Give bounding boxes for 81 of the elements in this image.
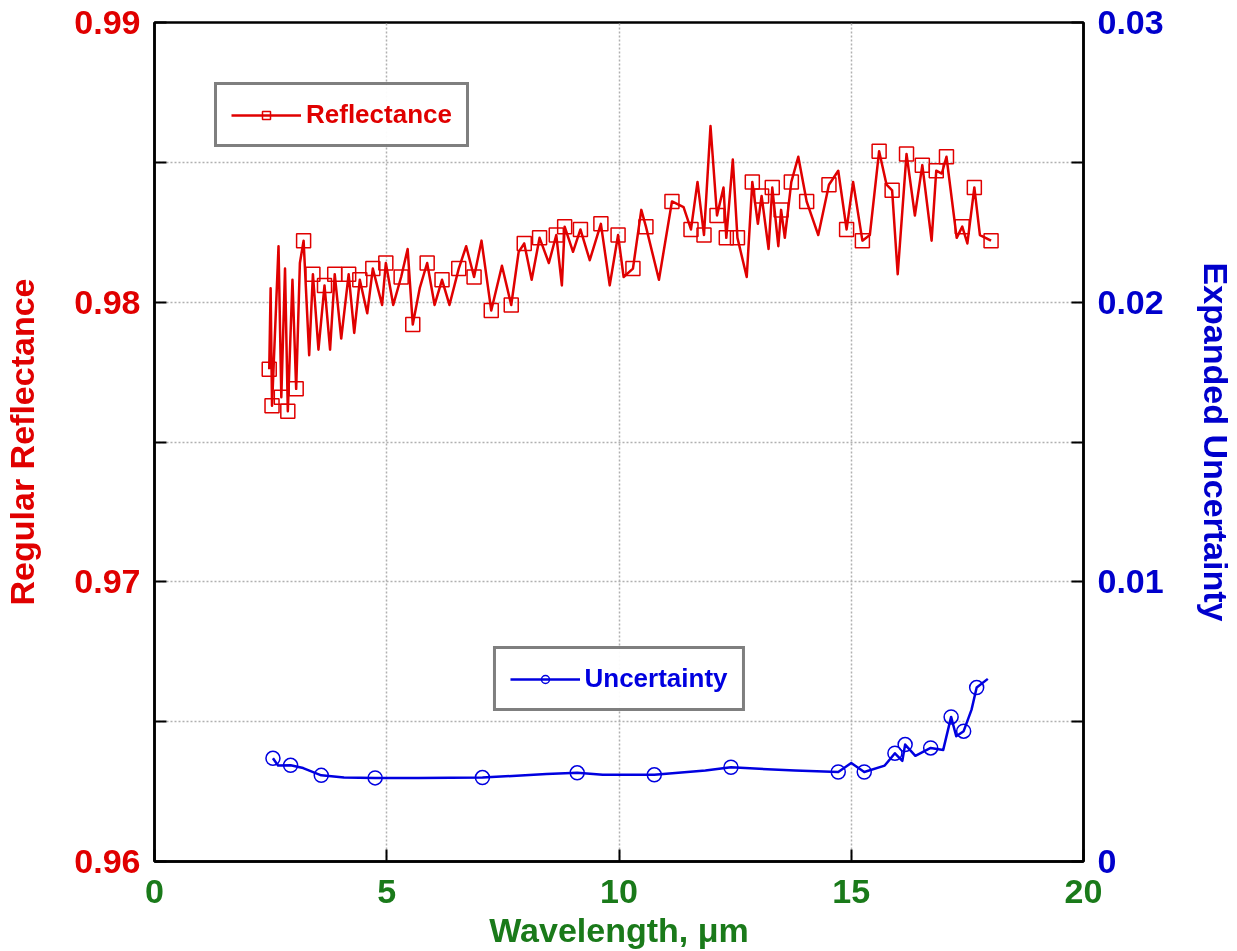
y-tick-label: 0.96 bbox=[74, 842, 141, 880]
point bbox=[316, 277, 333, 294]
x-tick-label: 0 bbox=[145, 871, 164, 910]
point bbox=[569, 765, 585, 781]
point bbox=[830, 764, 846, 780]
point bbox=[593, 216, 609, 232]
point bbox=[884, 182, 900, 199]
point bbox=[943, 709, 959, 725]
point bbox=[729, 230, 746, 246]
point bbox=[854, 232, 871, 249]
point bbox=[744, 174, 761, 190]
point bbox=[898, 146, 915, 162]
point bbox=[466, 269, 482, 285]
point bbox=[753, 188, 770, 204]
x-tick-label: 5 bbox=[377, 871, 397, 910]
point bbox=[288, 381, 304, 397]
point bbox=[625, 260, 641, 277]
x-tick-label: 15 bbox=[832, 871, 871, 910]
y-tick-label: 0.97 bbox=[74, 562, 141, 601]
y2-tick-label: 0.03 bbox=[1097, 3, 1164, 41]
point bbox=[516, 235, 532, 252]
point bbox=[405, 316, 421, 333]
point bbox=[968, 679, 985, 696]
point bbox=[556, 218, 573, 235]
point bbox=[914, 157, 931, 173]
point bbox=[474, 769, 491, 786]
point bbox=[764, 179, 781, 196]
point bbox=[783, 174, 800, 190]
point bbox=[434, 272, 450, 288]
legend-label: Uncertainty bbox=[584, 663, 728, 694]
point bbox=[282, 757, 299, 774]
point bbox=[531, 230, 548, 246]
point bbox=[305, 266, 321, 282]
point bbox=[313, 767, 330, 784]
point bbox=[871, 143, 887, 159]
point bbox=[887, 745, 903, 762]
point bbox=[856, 764, 873, 780]
point bbox=[352, 272, 368, 288]
y-tick-label: 0.98 bbox=[74, 282, 141, 321]
x-tick-label: 10 bbox=[600, 871, 638, 910]
legend-label: Reflectance bbox=[306, 99, 452, 130]
point bbox=[326, 266, 343, 282]
point bbox=[280, 403, 296, 419]
point bbox=[718, 230, 735, 246]
point bbox=[966, 179, 983, 196]
point bbox=[264, 397, 280, 414]
point bbox=[393, 269, 409, 285]
point bbox=[938, 148, 955, 165]
point bbox=[696, 227, 712, 243]
x-axis-title: Wavelength, μm bbox=[489, 910, 749, 949]
point bbox=[683, 221, 699, 238]
point bbox=[897, 736, 913, 753]
point bbox=[378, 255, 394, 271]
point bbox=[572, 221, 589, 238]
y2-tick-label: 0.02 bbox=[1097, 282, 1164, 321]
y2-axis-title: Expanded Uncertainty bbox=[1196, 262, 1235, 622]
point bbox=[838, 221, 855, 238]
y-axis-title: Regular Reflectance bbox=[3, 278, 42, 606]
y-tick-label: 0.99 bbox=[74, 3, 141, 41]
point bbox=[295, 232, 312, 249]
point bbox=[955, 723, 972, 739]
point bbox=[340, 266, 357, 282]
point bbox=[610, 227, 626, 243]
point bbox=[664, 193, 680, 210]
point bbox=[367, 770, 383, 786]
point bbox=[821, 176, 837, 193]
point bbox=[503, 297, 519, 313]
point bbox=[709, 207, 725, 224]
point bbox=[646, 767, 663, 783]
y2-tick-label: 0.01 bbox=[1097, 562, 1164, 601]
point bbox=[451, 260, 467, 277]
point bbox=[483, 302, 500, 319]
point bbox=[419, 255, 435, 271]
point bbox=[922, 740, 939, 756]
point bbox=[261, 361, 277, 378]
point bbox=[365, 260, 381, 277]
point bbox=[265, 750, 281, 767]
point bbox=[548, 227, 565, 243]
point bbox=[983, 232, 999, 249]
point bbox=[723, 759, 739, 775]
point bbox=[798, 193, 815, 210]
